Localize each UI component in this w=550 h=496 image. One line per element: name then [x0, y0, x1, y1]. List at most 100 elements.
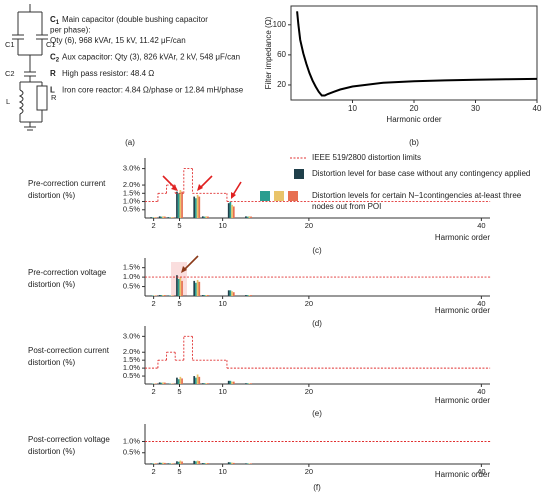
bar [207, 216, 209, 218]
bar [150, 295, 152, 296]
bar [181, 378, 183, 384]
y-axis-title: Pre-correction current [28, 179, 106, 188]
bar [179, 460, 182, 464]
y-tick-label: 3.0% [123, 164, 140, 173]
bar [177, 461, 180, 464]
bar [158, 462, 161, 464]
bar [153, 295, 156, 296]
y-tick-label: 20 [277, 80, 286, 89]
y-tick-label: 1.5% [123, 263, 140, 272]
bar [201, 295, 204, 296]
bar [248, 463, 251, 464]
bar [232, 381, 235, 384]
bar [181, 191, 183, 218]
bar [162, 216, 164, 218]
bar [196, 374, 199, 384]
y-axis-title: Pre-correction voltage [28, 268, 107, 277]
panel-label: (b) [409, 138, 419, 147]
bar [229, 201, 232, 218]
x-tick-label: 5 [177, 467, 181, 476]
x-tick-label: 2 [152, 221, 156, 230]
x-tick-label: 10 [218, 299, 226, 308]
panel-label: (e) [312, 409, 322, 418]
bar [198, 376, 201, 384]
bar [179, 376, 182, 384]
x-tick-label: 40 [477, 387, 485, 396]
bar [193, 376, 196, 384]
bar [172, 217, 175, 218]
item-text: Main capacitor (double bushing capacitor [62, 15, 208, 24]
bar [177, 193, 180, 218]
y-tick-label: 60 [277, 50, 286, 59]
bar [245, 295, 247, 296]
y-tick-label: 3.0% [123, 331, 140, 340]
x-tick-label: 2 [152, 299, 156, 308]
bar [246, 463, 249, 464]
x-tick-label: 30 [471, 104, 480, 113]
x-axis-title: Harmonic order [435, 306, 490, 315]
x-tick-label: 10 [218, 387, 226, 396]
x-tick-label: 40 [477, 299, 485, 308]
bar [163, 295, 166, 296]
item-symbol: C1 [50, 15, 60, 25]
bar [203, 463, 206, 464]
bar [155, 217, 158, 218]
bar [170, 463, 173, 464]
y-tick-label: 1.0% [123, 272, 140, 281]
bar [162, 295, 164, 296]
x-tick-label: 5 [177, 299, 181, 308]
bar [150, 463, 152, 464]
bar [198, 196, 201, 218]
bar [150, 217, 152, 218]
symbol: R [50, 69, 56, 78]
bar [176, 461, 178, 464]
bar [250, 383, 252, 384]
y-tick-label: 1.5% [123, 355, 140, 364]
bar [245, 463, 247, 464]
bar [246, 295, 249, 296]
bar [155, 295, 158, 296]
legend-label: IEEE 519/2800 distortion limits [312, 153, 421, 162]
bar [248, 295, 251, 296]
bar [201, 463, 204, 464]
bar [177, 279, 180, 296]
bar [207, 383, 209, 384]
bar [169, 217, 171, 218]
bar [193, 460, 196, 464]
bar [169, 463, 171, 464]
x-tick-label: 10 [218, 467, 226, 476]
bar [163, 462, 166, 464]
bar [205, 216, 208, 218]
x-tick-label: 5 [177, 221, 181, 230]
bar [153, 463, 156, 464]
bar [227, 203, 230, 218]
bar [163, 382, 166, 384]
bar [232, 462, 235, 464]
y-tick-label: 2.0% [123, 347, 140, 356]
bar [167, 295, 170, 296]
bar [160, 382, 163, 384]
bar [151, 463, 154, 464]
subscript: 2 [56, 57, 60, 63]
x-tick-label: 2 [152, 387, 156, 396]
bar [160, 462, 163, 464]
x-tick-label: 20 [305, 299, 313, 308]
item-text: High pass resistor: 48.4 Ω [62, 69, 154, 78]
bar [205, 295, 208, 296]
bar [160, 216, 163, 218]
x-tick-label: 20 [305, 387, 313, 396]
plot-frame [290, 5, 538, 101]
bar [250, 216, 252, 218]
bar [155, 463, 158, 464]
bar [248, 383, 251, 384]
bar [176, 275, 178, 296]
bar [231, 462, 233, 464]
x-axis-title: Harmonic order [435, 396, 490, 405]
bar [167, 463, 170, 464]
item-text: Aux capacitor: Qty (3), 826 kVAr, 2 kV, … [62, 53, 240, 62]
bar [205, 383, 208, 384]
bar [207, 463, 209, 464]
x-tick-label: 20 [305, 467, 313, 476]
bar [201, 383, 204, 384]
